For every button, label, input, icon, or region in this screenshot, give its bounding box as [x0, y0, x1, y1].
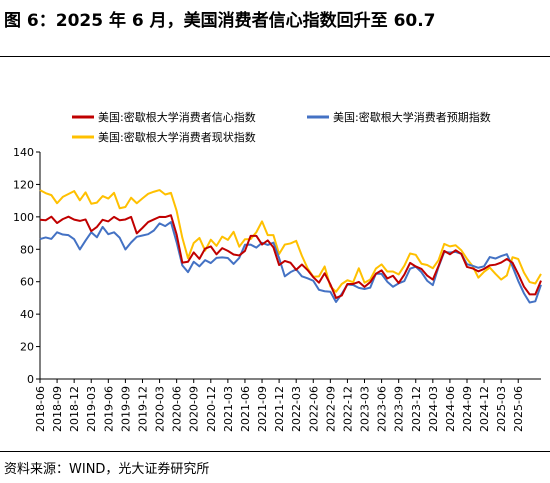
x-tick-label: 2019-06 [102, 386, 115, 432]
legend-label: 美国:密歇根大学消费者信心指数 [98, 110, 256, 124]
x-tick-label: 2020-09 [188, 386, 201, 432]
x-tick-label: 2023-12 [410, 386, 423, 432]
x-tick-label: 2024-06 [444, 386, 457, 432]
x-tick-label: 2020-06 [171, 386, 184, 432]
figure-title: 图 6：2025 年 6 月，美国消费者信心指数回升至 60.7 [4, 11, 436, 31]
legend-label: 美国:密歇根大学消费者预期指数 [333, 110, 491, 124]
x-tick-label: 2022-12 [341, 386, 354, 432]
x-tick-label: 2024-09 [461, 386, 474, 432]
x-tick-label: 2022-09 [324, 386, 337, 432]
y-tick-label: 40 [20, 308, 34, 321]
x-tick-label: 2023-09 [393, 386, 406, 432]
x-tick-label: 2020-12 [205, 386, 218, 432]
x-tick-label: 2022-03 [290, 386, 303, 432]
x-tick-label: 2019-03 [85, 386, 98, 432]
x-tick-label: 2018-12 [68, 386, 81, 432]
x-tick-label: 2021-09 [256, 386, 269, 432]
x-tick-label: 2021-03 [222, 386, 235, 432]
x-tick-label: 2025-06 [512, 386, 525, 432]
legend-label: 美国:密歇根大学消费者现状指数 [98, 130, 256, 144]
x-tick-label: 2020-03 [154, 386, 167, 432]
top-rule [0, 56, 550, 57]
x-tick-label: 2019-09 [119, 386, 132, 432]
y-tick-label: 140 [13, 146, 34, 159]
x-tick-label: 2021-12 [273, 386, 286, 432]
x-tick-label: 2023-06 [376, 386, 389, 432]
y-tick-label: 80 [20, 243, 34, 256]
x-tick-label: 2022-06 [307, 386, 320, 432]
y-tick-label: 60 [20, 276, 34, 289]
chart-axes [39, 152, 541, 380]
x-tick-label: 2024-12 [478, 386, 491, 432]
x-tick-label: 2018-09 [51, 386, 64, 432]
series-line [39, 214, 542, 299]
source-note: 资料来源：WIND，光大证券研究所 [4, 462, 210, 477]
x-tick-labels: 2018-06 2018-09 2018-12 2019-03 2019-06 2019-… [34, 379, 525, 432]
x-tick-label: 2018-06 [34, 386, 47, 432]
legend: 美国:密歇根大学消费者信心指数 美国:密歇根大学消费者预期指数美国:密歇根大学消费… [72, 110, 491, 144]
y-tick-labels: 0 20 40 60 80 100 120 140 [13, 146, 40, 386]
y-tick-label: 120 [13, 178, 34, 191]
y-tick-label: 0 [27, 373, 34, 386]
y-tick-label: 20 [20, 341, 34, 354]
bottom-rule [0, 451, 550, 452]
x-tick-label: 2025-03 [495, 386, 508, 432]
x-tick-label: 2021-06 [239, 386, 252, 432]
x-tick-label: 2023-03 [359, 386, 372, 432]
x-tick-label: 2024-03 [427, 386, 440, 432]
series-line [39, 189, 542, 293]
y-tick-label: 100 [13, 211, 34, 224]
x-tick-label: 2019-12 [136, 386, 149, 432]
series-lines [39, 189, 542, 304]
